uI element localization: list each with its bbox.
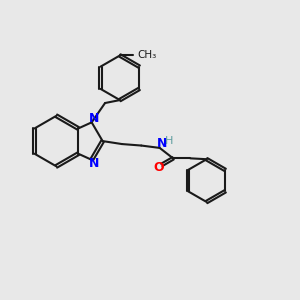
Text: N: N	[89, 157, 99, 170]
Text: CH₃: CH₃	[138, 50, 157, 61]
Text: H: H	[165, 136, 173, 146]
Text: O: O	[153, 161, 164, 174]
Text: N: N	[89, 112, 99, 125]
Text: N: N	[157, 137, 167, 150]
